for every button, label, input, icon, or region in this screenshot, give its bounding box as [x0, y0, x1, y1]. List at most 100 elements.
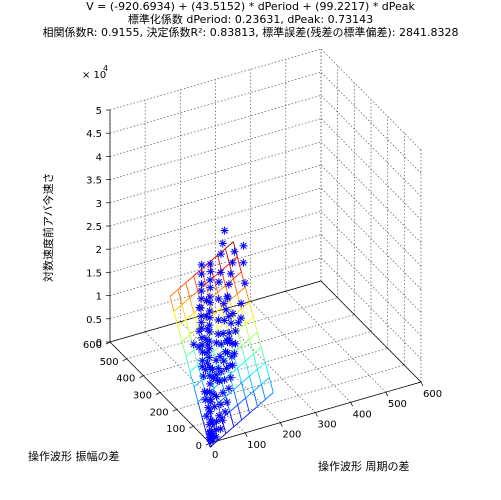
data-point: [202, 296, 211, 305]
plane-mesh-line: [177, 289, 183, 305]
plane-mesh-line: [233, 308, 242, 317]
plane-mesh-line: [233, 315, 238, 331]
data-point: [202, 348, 211, 357]
data-point: [220, 316, 229, 325]
data-point-stroke: [223, 399, 231, 406]
data-point-stroke: [224, 294, 231, 302]
plane-mesh-line: [249, 375, 254, 392]
plane-mesh-line: [181, 341, 187, 357]
data-point: [189, 340, 198, 349]
x-tick: [385, 392, 389, 397]
x-tick-label: 200: [282, 430, 301, 441]
plane-mesh-line: [189, 364, 199, 373]
data-point-stroke: [225, 281, 233, 288]
data-point: [216, 268, 225, 277]
data-point-stroke: [237, 314, 245, 322]
x-tick-label: 400: [353, 409, 372, 420]
grid-line: [126, 297, 338, 360]
data-point: [221, 347, 230, 356]
data-point: [197, 280, 206, 289]
z-exponent: 4: [103, 64, 108, 73]
plane-mesh-line: [185, 319, 191, 335]
data-point-stroke: [221, 227, 228, 234]
tick-labels: 0100200300400500600010020030040050060000…: [83, 106, 442, 461]
data-point-stroke: [228, 353, 235, 360]
data-point: [210, 402, 219, 411]
data-point-stroke: [213, 339, 220, 346]
grid-line: [109, 71, 322, 134]
data-point-stroke: [204, 360, 211, 367]
data-point-stroke: [227, 270, 234, 277]
plane-mesh-line: [201, 416, 207, 433]
x-tick: [350, 402, 353, 407]
plane-mesh-line: [193, 268, 202, 277]
plane-mesh-line: [245, 316, 254, 325]
data-point-stroke: [232, 327, 239, 335]
plane-mesh-line: [173, 304, 183, 312]
x-tick: [244, 432, 248, 437]
plane-mesh-line: [245, 397, 250, 414]
data-point-stroke: [195, 344, 203, 351]
data-point-stroke: [210, 390, 217, 398]
plane-mesh-line: [221, 381, 227, 397]
data-point: [203, 325, 212, 334]
data-point-stroke: [229, 310, 237, 317]
data-point-stroke: [226, 329, 233, 337]
plane-mesh-line: [264, 362, 270, 378]
data-point: [219, 299, 228, 308]
data-point-stroke: [198, 280, 205, 288]
data-point: [203, 340, 212, 349]
z-tick-label: 1.5: [86, 268, 102, 279]
data-point-stroke: [215, 278, 223, 286]
data-point-stroke: [215, 316, 222, 324]
plane-mesh-line: [221, 411, 231, 419]
plane-mesh-line: [185, 282, 191, 298]
data-point-stroke: [197, 312, 205, 320]
data-point: [205, 292, 214, 301]
plane-mesh-line: [189, 297, 195, 314]
data-point: [239, 241, 248, 250]
data-point: [228, 309, 237, 318]
plane-mesh-line: [169, 296, 175, 312]
plane-mesh-line: [193, 312, 199, 329]
data-point: [207, 427, 216, 436]
plane-mesh-line: [209, 440, 219, 448]
data-point: [206, 379, 215, 388]
data-point: [206, 259, 215, 268]
plane-mesh-line: [244, 286, 250, 303]
plane-mesh-line: [197, 401, 203, 418]
grid-line: [109, 234, 322, 296]
plane-mesh-line: [224, 248, 230, 264]
data-point-stroke: [240, 242, 247, 249]
plane-mesh-line: [237, 367, 242, 384]
data-point-stroke: [226, 362, 234, 369]
plane-mesh-line: [185, 275, 195, 284]
plane-mesh-line: [241, 338, 250, 347]
data-point-stroke: [206, 307, 213, 315]
y-tick-label: 300: [133, 391, 152, 402]
data-point: [225, 361, 234, 370]
data-point-stroke: [222, 408, 229, 416]
grid-line: [320, 187, 422, 290]
plane-mesh-line: [213, 314, 219, 330]
plane-mesh-line: [237, 286, 246, 295]
z-multiplier: × 10: [82, 70, 106, 81]
plane-mesh-line: [209, 366, 219, 374]
z-tick-label: 2.5: [86, 222, 102, 233]
plane-mesh-line: [237, 404, 243, 421]
data-point-stroke: [217, 368, 225, 375]
y-tick: [189, 425, 194, 429]
data-point-stroke: [198, 261, 205, 269]
plane-mesh-line: [260, 384, 266, 400]
data-point-stroke: [200, 372, 207, 380]
plane-mesh-line: [221, 270, 226, 286]
data-point: [212, 392, 221, 401]
plane-mesh-line: [173, 311, 179, 327]
data-point-stroke: [206, 380, 214, 388]
z-tick-label: 3: [96, 199, 102, 210]
data-point: [216, 424, 225, 433]
plane-mesh-line: [229, 367, 238, 376]
data-point: [206, 267, 215, 276]
plane-mesh-line: [233, 382, 242, 391]
